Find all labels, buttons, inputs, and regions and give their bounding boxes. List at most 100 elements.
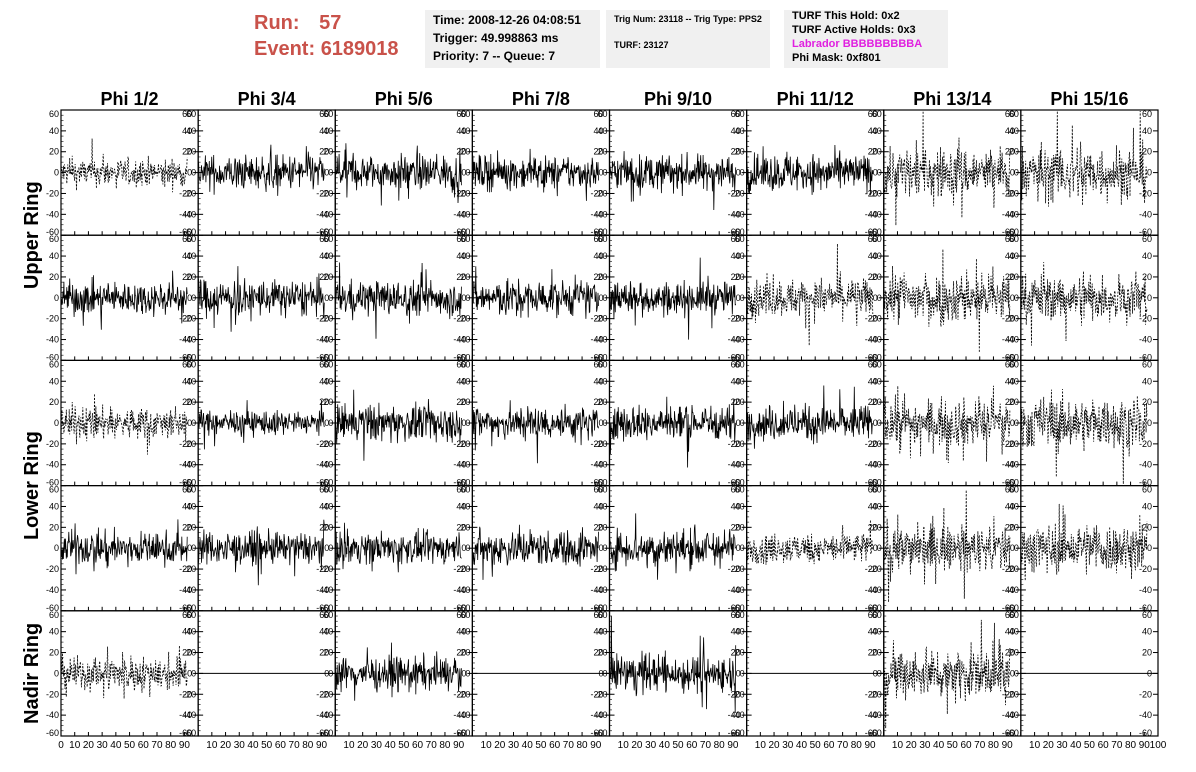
column-title-5: Phi 9/10	[644, 89, 712, 109]
y-tick-label: 0	[873, 418, 878, 428]
x-tick-label: 90	[864, 740, 876, 751]
x-tick-label: 70	[426, 740, 438, 751]
y-tick-label: 20	[868, 272, 878, 282]
y-tick-label: 20	[731, 397, 741, 407]
y-tick-label: -60	[46, 227, 59, 237]
y-tick-label: 20	[456, 397, 466, 407]
y-tick-label: 60	[186, 234, 196, 244]
y-tick-label: 40	[1005, 376, 1015, 386]
y-tick-label: -60	[183, 478, 196, 488]
trigger-text: Trigger: 49.998863 ms	[433, 31, 559, 45]
y-tick-label: 20	[593, 272, 603, 282]
y-tick-label: 60	[319, 359, 329, 369]
y-tick-label: 0	[598, 543, 603, 553]
y-tick-label: 0	[1010, 668, 1015, 678]
y-tick-label: 60	[872, 109, 882, 119]
y-tick-label: -20	[728, 314, 741, 324]
x-tick-label: 70	[700, 740, 712, 751]
ring-label-3: Nadir Ring	[21, 623, 43, 724]
y-tick-label: -60	[316, 227, 329, 237]
y-tick-label: -40	[732, 335, 745, 345]
y-tick-label: 20	[182, 147, 192, 157]
y-tick-label: -40	[46, 710, 59, 720]
y-tick-label: -40	[728, 460, 741, 470]
waveform-trace	[883, 385, 1011, 464]
y-tick-label: -60	[869, 603, 882, 613]
y-tick-label: -60	[590, 728, 603, 738]
y-tick-label: 40	[456, 501, 466, 511]
y-tick-label: 0	[1014, 543, 1019, 553]
y-tick-label: -60	[865, 352, 878, 362]
event-value: 6189018	[320, 38, 399, 60]
y-tick-label: -40	[590, 585, 603, 595]
y-tick-label: -60	[457, 728, 470, 738]
y-tick-label: 60	[1005, 610, 1015, 620]
y-tick-label: -20	[457, 439, 470, 449]
y-tick-label: -20	[594, 188, 607, 198]
y-tick-label: 60	[319, 109, 329, 119]
y-tick-label: 40	[593, 376, 603, 386]
y-tick-label: -20	[732, 689, 745, 699]
column-title-3: Phi 5/6	[375, 89, 433, 109]
y-tick-label: -40	[1002, 209, 1015, 219]
phi-mask-text: Phi Mask: 0xf801	[792, 52, 881, 64]
y-tick-label: 60	[593, 610, 603, 620]
y-tick-label: -60	[316, 352, 329, 362]
y-tick-label: -60	[1006, 227, 1019, 237]
y-tick-label: 0	[324, 293, 329, 303]
waveform-trace	[746, 243, 874, 346]
y-tick-label: 0	[191, 543, 196, 553]
y-tick-label: -20	[316, 314, 329, 324]
panel-frame	[746, 485, 885, 612]
y-tick-label: 20	[1009, 272, 1019, 282]
x-tick-label: 50	[261, 740, 273, 751]
y-tick-label: 60	[868, 610, 878, 620]
y-tick-label: 40	[456, 627, 466, 637]
y-tick-label: 40	[186, 126, 196, 136]
y-tick-label: 0	[736, 543, 741, 553]
y-tick-label: 40	[186, 376, 196, 386]
y-tick-label: -60	[457, 227, 470, 237]
y-tick-label: -20	[1006, 439, 1019, 449]
x-tick-label: 20	[220, 740, 232, 751]
y-tick-label: -20	[728, 439, 741, 449]
y-tick-label: 60	[1009, 485, 1019, 495]
y-tick-label: 60	[1142, 610, 1152, 620]
y-tick-label: 40	[456, 126, 466, 136]
y-tick-label: 20	[872, 397, 882, 407]
y-tick-label: 40	[49, 376, 59, 386]
y-tick-label: -40	[179, 335, 192, 345]
y-tick-label: -20	[865, 314, 878, 324]
y-tick-label: -20	[320, 564, 333, 574]
y-tick-label: 40	[1005, 627, 1015, 637]
y-tick-label: -20	[1006, 689, 1019, 699]
y-tick-label: 40	[319, 501, 329, 511]
y-tick-label: -60	[457, 352, 470, 362]
y-tick-label: 40	[597, 251, 607, 261]
y-tick-label: -60	[1139, 728, 1152, 738]
y-tick-label: 40	[1142, 501, 1152, 511]
y-tick-label: 40	[1005, 126, 1015, 136]
x-tick-label: 90	[727, 740, 739, 751]
turf-text: TURF: 23127	[614, 40, 669, 50]
y-tick-label: 0	[1010, 293, 1015, 303]
y-tick-label: 60	[460, 485, 470, 495]
x-tick-label: 10	[755, 740, 767, 751]
y-tick-label: 40	[323, 376, 333, 386]
waveform-trace	[334, 522, 462, 573]
y-tick-label: 40	[868, 126, 878, 136]
y-tick-label: 60	[735, 359, 745, 369]
y-tick-label: -20	[453, 564, 466, 574]
y-tick-label: 20	[593, 522, 603, 532]
y-tick-label: 40	[319, 376, 329, 386]
y-tick-label: 40	[1142, 376, 1152, 386]
y-tick-label: -40	[457, 585, 470, 595]
y-tick-label: 40	[186, 627, 196, 637]
y-tick-label: 40	[1005, 251, 1015, 261]
y-tick-label: -60	[728, 227, 741, 237]
y-tick-label: -40	[453, 209, 466, 219]
y-tick-label: 60	[597, 610, 607, 620]
y-tick-label: -20	[179, 689, 192, 699]
y-tick-label: -40	[320, 209, 333, 219]
y-tick-label: 40	[1005, 501, 1015, 511]
